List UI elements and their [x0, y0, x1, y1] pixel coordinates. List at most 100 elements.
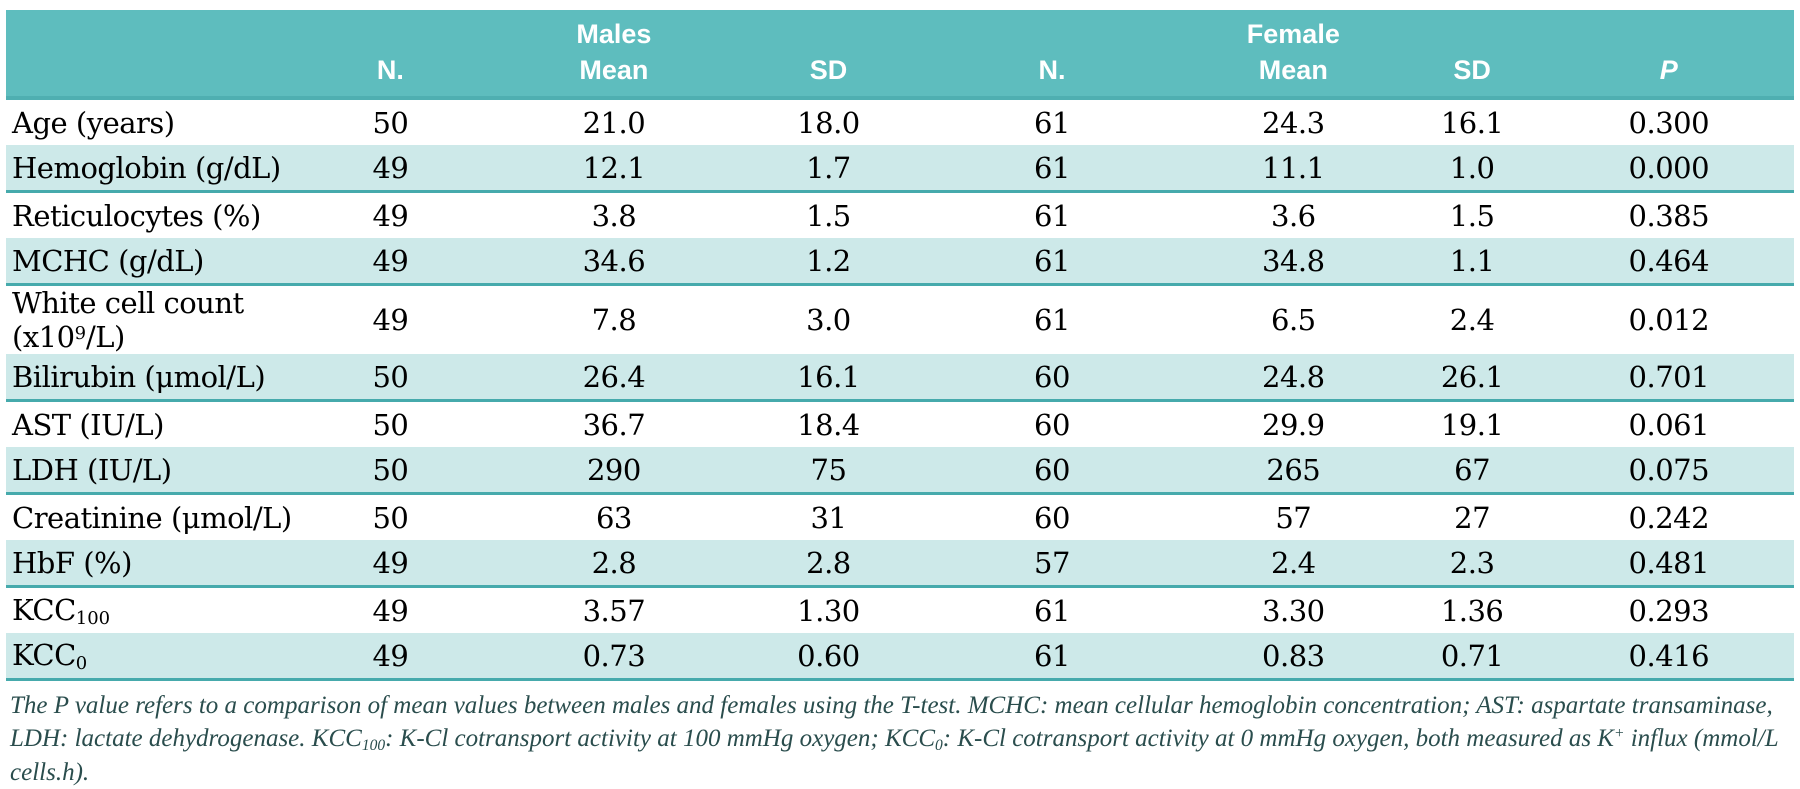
cell-value: 49 [292, 633, 489, 681]
header-column-label: SD [809, 55, 848, 85]
cell-value: 18.4 [797, 407, 860, 442]
cell-value: 24.3 [1262, 105, 1325, 140]
cell-value: 67 [1400, 447, 1544, 495]
cell-value: 2.4 [1449, 303, 1495, 337]
cell-value: 6.5 [1271, 303, 1316, 337]
cell-value: 12.1 [488, 145, 740, 193]
table-row: KCC0 49 0.73 0.60 61 0.83 0.71 0.416 [6, 633, 1794, 681]
text-segment: : K-Cl cotransport activity at 100 mmHg … [385, 725, 936, 752]
cell-value: 0.73 [488, 633, 740, 681]
row-label: Age (years) [6, 98, 292, 145]
stats-table: N. Males Mean SD N. Female Mean SD P Age (years)… [6, 10, 1794, 681]
cell-value: 0.385 [1628, 198, 1710, 233]
text-segment: LDH (IU/L) [12, 452, 172, 487]
text-segment: 100 [75, 607, 111, 629]
cell-value: 60 [917, 447, 1187, 495]
text-segment: 100 [361, 737, 386, 754]
cell-value: 0.481 [1543, 540, 1794, 588]
text-segment: 9 [74, 323, 87, 344]
header-group-label: Female [1246, 19, 1340, 49]
header-group-label [739, 16, 918, 52]
table-row: Age (years) 50 21.0 18.0 61 24.3 16.1 0.300 [6, 98, 1794, 145]
row-label: KCC100 [6, 587, 292, 634]
header-group-label: Males [576, 19, 652, 49]
text-segment: MCHC (g/dL) [12, 243, 204, 278]
cell-value: 26.4 [488, 354, 740, 402]
cell-value: 3.8 [591, 198, 637, 233]
cell-value: 50 [372, 407, 409, 442]
footnote: The P value refers to a comparison of me… [10, 689, 1794, 789]
cell-value: 3.30 [1262, 593, 1325, 628]
cell-value: 50 [292, 354, 489, 402]
cell-value: 61 [1034, 593, 1070, 628]
header-group-label [1544, 16, 1794, 52]
column-header-sd: SD [739, 10, 918, 100]
text-segment: 0 [75, 652, 88, 674]
row-label: MCHC (g/dL) [6, 238, 293, 286]
text-segment: HbF (%) [12, 545, 132, 580]
header-column-label: N. [376, 55, 404, 85]
header-column-label: SD [1453, 55, 1491, 85]
cell-value: 61 [1034, 105, 1070, 140]
cell-value: 1.36 [1440, 593, 1504, 628]
cell-value: 0.012 [1628, 303, 1710, 337]
cell-value: 61 [1034, 198, 1070, 233]
row-label: LDH (IU/L) [6, 447, 293, 495]
cell-value: 16.1 [739, 354, 918, 402]
text-segment: : K-Cl cotransport activity at 0 mmHg ox… [942, 725, 1614, 752]
cell-value: 1.2 [739, 238, 918, 286]
cell-value: 7.8 [591, 303, 637, 337]
cell-value: 0.000 [1543, 145, 1794, 193]
row-label: KCC0 [6, 633, 293, 681]
text-segment: Bilirubin (μmol/L) [12, 359, 266, 394]
cell-value: 0.300 [1628, 105, 1710, 140]
table-row: Reticulocytes (%) 49 3.8 1.5 61 3.6 1.5 0.385 [6, 192, 1794, 239]
cell-value: 24.8 [1186, 354, 1401, 402]
row-label: Creatinine (μmol/L) [6, 494, 292, 541]
cell-value: 0.293 [1628, 593, 1710, 628]
cell-value: 49 [372, 593, 409, 628]
column-header-mean: Males Mean [488, 10, 740, 100]
text-segment: 0 [935, 737, 943, 754]
cell-value: 50 [372, 105, 409, 140]
table-row: LDH (IU/L) 50 290 75 60 265 67 0.075 [6, 447, 1794, 495]
header-group-label [292, 16, 489, 52]
table-header: N. Males Mean SD N. Female Mean SD P [6, 10, 1794, 100]
cell-value: 0.60 [739, 633, 918, 681]
table-row: Bilirubin (μmol/L) 50 26.4 16.1 60 24.8 26.1 0.… [6, 354, 1794, 402]
cell-value: 1.5 [1449, 198, 1495, 233]
cell-value: 49 [292, 145, 489, 193]
table-row: HbF (%) 49 2.8 2.8 57 2.4 2.3 0.481 [6, 540, 1794, 588]
cell-value: 60 [1034, 407, 1070, 442]
cell-value: 11.1 [1186, 145, 1401, 193]
table-row: Hemoglobin (g/dL) 49 12.1 1.7 61 11.1 1.0 0.000 [6, 145, 1794, 193]
table-row: KCC100 49 3.57 1.30 61 3.30 1.36 0.293 [6, 587, 1794, 634]
header-group-label [1401, 16, 1544, 52]
column-header-sd: SD [1400, 10, 1544, 100]
cell-value: 1.30 [797, 593, 860, 628]
cell-value: 61 [917, 145, 1187, 193]
column-header-mean: Female Mean [1186, 10, 1401, 100]
cell-value: 2.4 [1186, 540, 1401, 588]
cell-value: 0.242 [1628, 500, 1710, 535]
row-label: Reticulocytes (%) [6, 192, 292, 239]
text-segment: Hemoglobin (g/dL) [12, 150, 281, 185]
cell-value: 2.8 [739, 540, 918, 588]
text-segment: KCC [12, 592, 76, 627]
header-column-label: Mean [579, 55, 649, 85]
cell-value: 34.6 [488, 238, 740, 286]
cell-value: 0.83 [1186, 633, 1401, 681]
cell-value: 1.0 [1400, 145, 1544, 193]
cell-value: 61 [1034, 303, 1070, 337]
column-header-n: N. [292, 10, 489, 100]
cell-value: 18.0 [797, 105, 860, 140]
cell-value: 49 [292, 540, 489, 588]
cell-value: 3.57 [582, 593, 646, 628]
cell-value: 21.0 [582, 105, 646, 140]
row-label: Hemoglobin (g/dL) [6, 145, 293, 193]
row-label: AST (IU/L) [6, 401, 292, 448]
cell-value: 31 [810, 500, 847, 535]
cell-value: 0.416 [1543, 633, 1794, 681]
table-row: Creatinine (μmol/L) 50 63 31 60 57 27 0.242 [6, 494, 1794, 541]
